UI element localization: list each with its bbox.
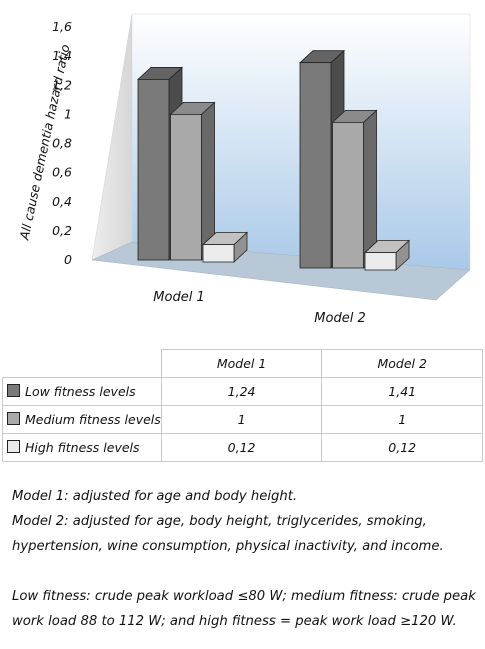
y-tick-label: 0,2 (52, 223, 72, 238)
y-tick-label: 0 (64, 252, 72, 267)
model-2-note-line-2: hypertension, wine consumption, physical… (12, 539, 444, 554)
bar-front (332, 121, 364, 269)
row-label: Low fitness levels (25, 384, 136, 399)
table-corner (2, 349, 162, 378)
legend-swatch-low (7, 384, 20, 397)
legend-swatch-high (7, 440, 20, 453)
fitness-note-line-1: Low fitness: crude peak workload ≤80 W; … (12, 589, 476, 604)
y-tick-label: 0,8 (52, 136, 72, 151)
row-header: Low fitness levels (2, 377, 162, 406)
table-cell: 1 (160, 405, 323, 434)
table-cell: 0,12 (160, 433, 323, 462)
row-header: Medium fitness levels (2, 405, 162, 434)
table-row: High fitness levels 0,12 0,12 (2, 433, 483, 462)
bar-front (170, 113, 202, 261)
model-notes: Model 1: adjusted for age and body heigh… (12, 484, 444, 559)
model-2-note-line-1: Model 2: adjusted for age, body height, … (12, 514, 427, 529)
y-tick-label: 1,6 (52, 19, 72, 34)
y-tick-label: 1 (64, 106, 72, 121)
y-axis: 0 0,2 0,4 0,6 0,8 1 1,2 1,4 1,6 (52, 19, 72, 267)
table-cell: 1,41 (321, 377, 483, 406)
y-tick-label: 1,2 (52, 77, 72, 92)
fitness-note-line-2: work load 88 to 112 W; and high fitness … (12, 614, 457, 629)
bar (201, 231, 249, 263)
y-tick-label: 0,4 (52, 194, 72, 209)
bar-front (202, 244, 235, 263)
row-label: High fitness levels (25, 440, 140, 455)
row-header: High fitness levels (2, 433, 162, 462)
y-tick-label: 1,4 (52, 48, 72, 63)
table-cell: 1 (321, 405, 483, 434)
side-wall (91, 13, 133, 261)
bar-front (364, 252, 397, 271)
bar (169, 101, 216, 261)
fitness-notes: Low fitness: crude peak workload ≤80 W; … (12, 584, 476, 634)
table-row: Medium fitness levels 1 1 (2, 405, 483, 434)
legend-swatch-medium (7, 412, 20, 425)
row-label: Medium fitness levels (25, 412, 161, 427)
table-header-row: Model 1 Model 2 (2, 349, 483, 378)
data-table: Model 1 Model 2 Low fitness levels 1,24 … (2, 349, 483, 462)
column-header-model-1: Model 1 (160, 349, 323, 378)
column-header-model-2: Model 2 (321, 349, 483, 378)
bar (331, 109, 378, 269)
bar (363, 239, 411, 271)
table-row: Low fitness levels 1,24 1,41 (2, 377, 483, 406)
bars (136, 49, 411, 271)
table-cell: 0,12 (321, 433, 483, 462)
y-tick-label: 0,6 (52, 165, 72, 180)
x-tick-label: Model 2 (314, 311, 365, 326)
table-cell: 1,24 (160, 377, 323, 406)
model-1-note: Model 1: adjusted for age and body heigh… (12, 489, 298, 504)
bar-front (137, 79, 170, 261)
x-tick-label: Model 1 (153, 290, 204, 305)
bar-front (299, 62, 332, 269)
x-axis: Model 1 Model 2 (153, 290, 365, 326)
